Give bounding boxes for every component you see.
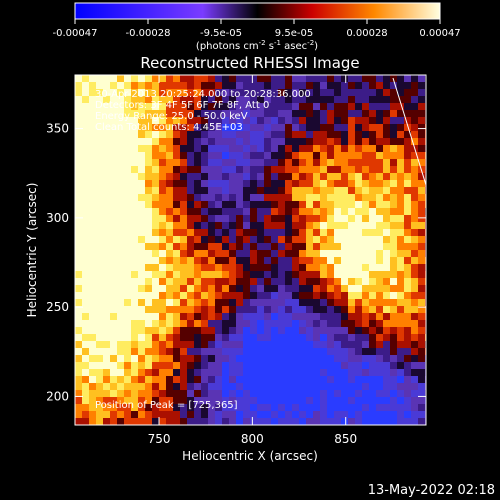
axis-ticks: 750 800 850 200 250 300 350 <box>46 75 426 446</box>
x-axis-label: Heliocentric X (arcsec) <box>182 449 318 463</box>
chart-title: Reconstructed RHESSI Image <box>140 54 359 72</box>
annotation-peak: Position of Peak = [725,365] <box>95 400 238 411</box>
colorbar-tick-label: -0.00028 <box>126 28 171 39</box>
annotation-clean: Clean Total counts: 4.45E+03 <box>95 122 243 133</box>
colorbar-tick-label: 0.00028 <box>346 28 387 39</box>
annotation-time: 30-Apr-2013 20:25:24.000 to 20:28:36.000 <box>95 89 311 100</box>
x-tick-label: 800 <box>241 432 264 446</box>
colorbar-tick-label: -0.00047 <box>53 28 98 39</box>
plot-frame <box>74 74 427 426</box>
y-tick-label: 300 <box>46 211 69 225</box>
colorbar-tick-label: 0.00047 <box>419 28 460 39</box>
colorbar-ticks: -0.00047 -0.00028 -9.5e-05 9.5e-05 0.00028 0.… <box>53 19 461 39</box>
y-tick-label: 350 <box>46 122 69 136</box>
colorbar-unit-label: (photons cm-2 s-1 asec-2) <box>196 39 318 52</box>
annotation-detectors: Detectors: 3F 4F 5F 6F 7F 8F, Att 0 <box>95 100 269 111</box>
annotation-energy: Energy Range: 25.0 - 50.0 keV <box>95 111 248 122</box>
colorbar-tick-label: -9.5e-05 <box>200 28 242 39</box>
x-tick-label: 750 <box>148 432 171 446</box>
y-tick-label: 250 <box>46 300 69 314</box>
y-axis-label: Heliocentric Y (arcsec) <box>25 183 39 318</box>
colorbar <box>75 3 440 19</box>
footer-timestamp: 13-May-2022 02:18 <box>368 483 495 498</box>
heatmap-image <box>75 75 426 425</box>
colorbar-tick-label: 9.5e-05 <box>275 28 313 39</box>
x-tick-label: 850 <box>334 432 357 446</box>
y-tick-label: 200 <box>46 389 69 403</box>
limb-line <box>392 77 426 186</box>
